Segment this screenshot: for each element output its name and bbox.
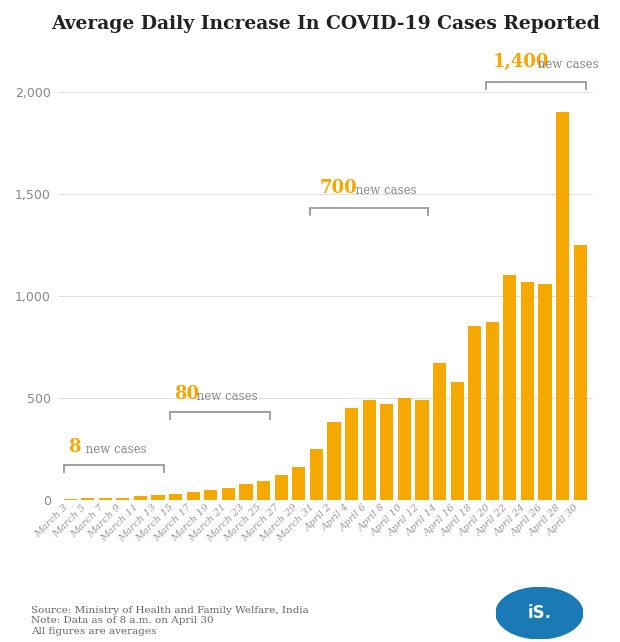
Ellipse shape: [496, 587, 583, 639]
Bar: [239, 485, 252, 499]
Text: new cases: new cases: [534, 58, 599, 71]
Text: 1,400: 1,400: [492, 53, 549, 71]
Bar: [503, 275, 516, 499]
Bar: [257, 482, 270, 499]
Bar: [151, 494, 165, 499]
Bar: [134, 496, 147, 499]
Bar: [204, 490, 218, 499]
Bar: [222, 487, 235, 499]
Bar: [81, 498, 94, 499]
Bar: [99, 498, 112, 499]
Bar: [574, 245, 587, 499]
Bar: [187, 492, 200, 499]
Text: new cases: new cases: [352, 184, 416, 197]
Bar: [169, 494, 182, 499]
Bar: [117, 498, 130, 499]
Bar: [451, 381, 464, 499]
Text: 700: 700: [320, 179, 358, 197]
Bar: [275, 475, 288, 499]
Text: iS.: iS.: [528, 604, 551, 622]
Text: new cases: new cases: [193, 390, 258, 403]
Bar: [310, 449, 323, 499]
Bar: [380, 404, 393, 499]
Bar: [468, 326, 481, 499]
Bar: [398, 398, 411, 499]
Bar: [327, 422, 340, 499]
Text: 80: 80: [174, 385, 199, 403]
Bar: [433, 363, 446, 499]
Bar: [292, 467, 306, 499]
Bar: [485, 322, 499, 499]
Bar: [363, 400, 376, 499]
Text: 8: 8: [68, 438, 81, 456]
Bar: [521, 282, 534, 499]
Bar: [415, 400, 428, 499]
Title: Average Daily Increase In COVID-19 Cases Reported: Average Daily Increase In COVID-19 Cases…: [51, 15, 600, 33]
Bar: [538, 284, 552, 499]
Text: new cases: new cases: [82, 443, 146, 456]
Bar: [345, 408, 358, 499]
Bar: [556, 112, 569, 499]
Text: Source: Ministry of Health and Family Welfare, India
Note: Data as of 8 a.m. on : Source: Ministry of Health and Family We…: [31, 606, 309, 636]
